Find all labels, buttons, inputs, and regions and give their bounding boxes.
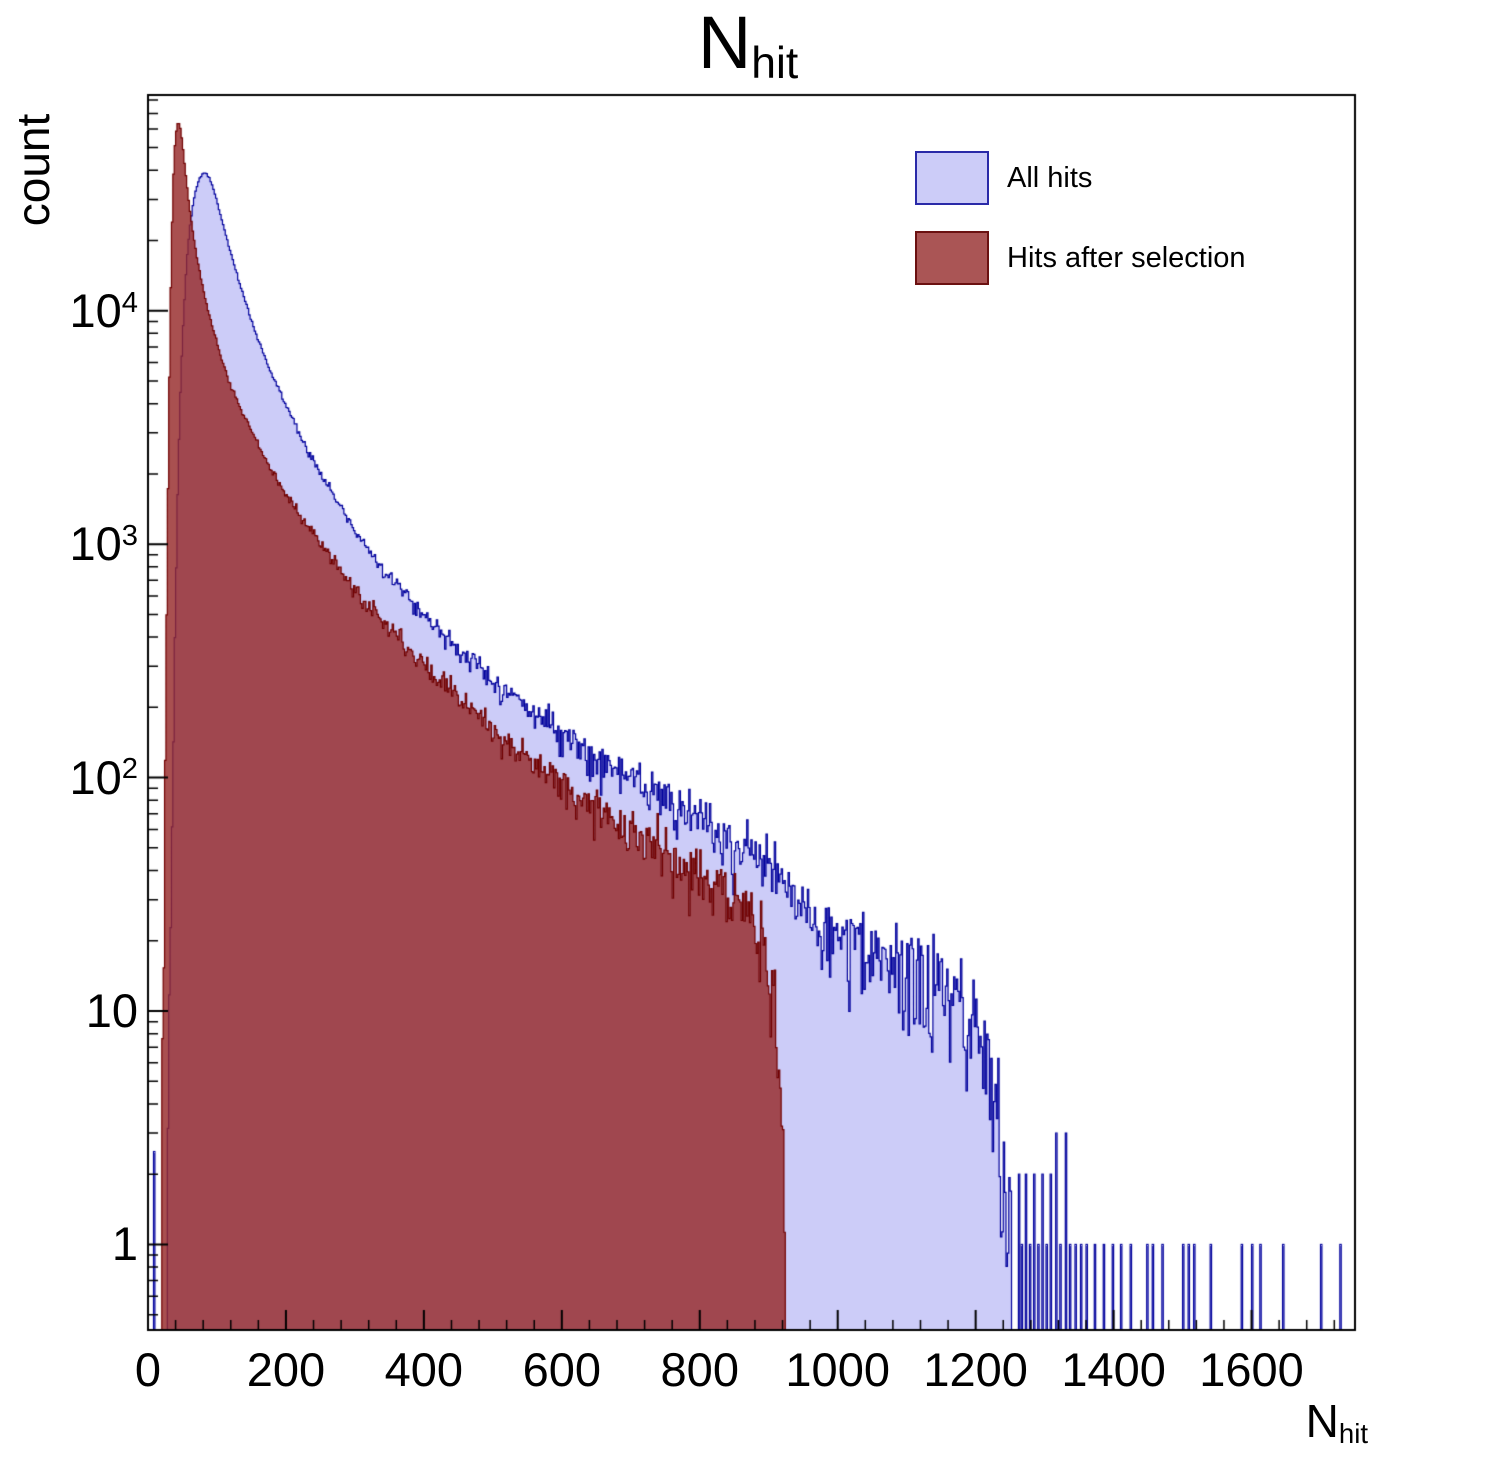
legend-swatch-all-hits: [915, 151, 989, 205]
x-axis-label-sub: hit: [1338, 1418, 1368, 1450]
legend-label-hits-after-selection: Hits after selection: [1007, 241, 1246, 274]
x-tick-label: 1200: [923, 1343, 1028, 1396]
x-tick-label: 0: [134, 1343, 162, 1396]
legend-item-hits-after-selection: Hits after selection: [915, 230, 1246, 286]
x-axis-label: Nhit: [1305, 1395, 1368, 1447]
y-tick-label: 103: [69, 517, 138, 571]
y-tick-label: 10: [85, 984, 138, 1038]
x-tick-label: 200: [246, 1343, 326, 1396]
legend: All hits Hits after selection: [915, 150, 1246, 310]
x-tick-label: 1000: [785, 1343, 890, 1396]
x-tick-label: 800: [660, 1343, 739, 1396]
y-tick-label: 1: [111, 1217, 138, 1271]
chart-title-sub: hit: [751, 38, 799, 88]
legend-item-all-hits: All hits: [915, 150, 1246, 206]
x-axis-label-main: N: [1305, 1395, 1339, 1447]
chart-title: Nhit: [0, 1, 1496, 87]
legend-label-all-hits: All hits: [1007, 161, 1093, 194]
x-tick-label: 400: [384, 1343, 464, 1396]
chart-title-main: N: [697, 1, 752, 84]
x-tick-label: 1600: [1199, 1343, 1304, 1396]
legend-swatch-hits-after-selection: [915, 231, 989, 285]
y-tick-label: 102: [69, 750, 138, 804]
x-tick-label: 1400: [1061, 1343, 1166, 1396]
x-tick-label: 600: [522, 1343, 602, 1396]
y-tick-label: 104: [69, 283, 138, 337]
y-axis-label: count: [7, 113, 59, 227]
